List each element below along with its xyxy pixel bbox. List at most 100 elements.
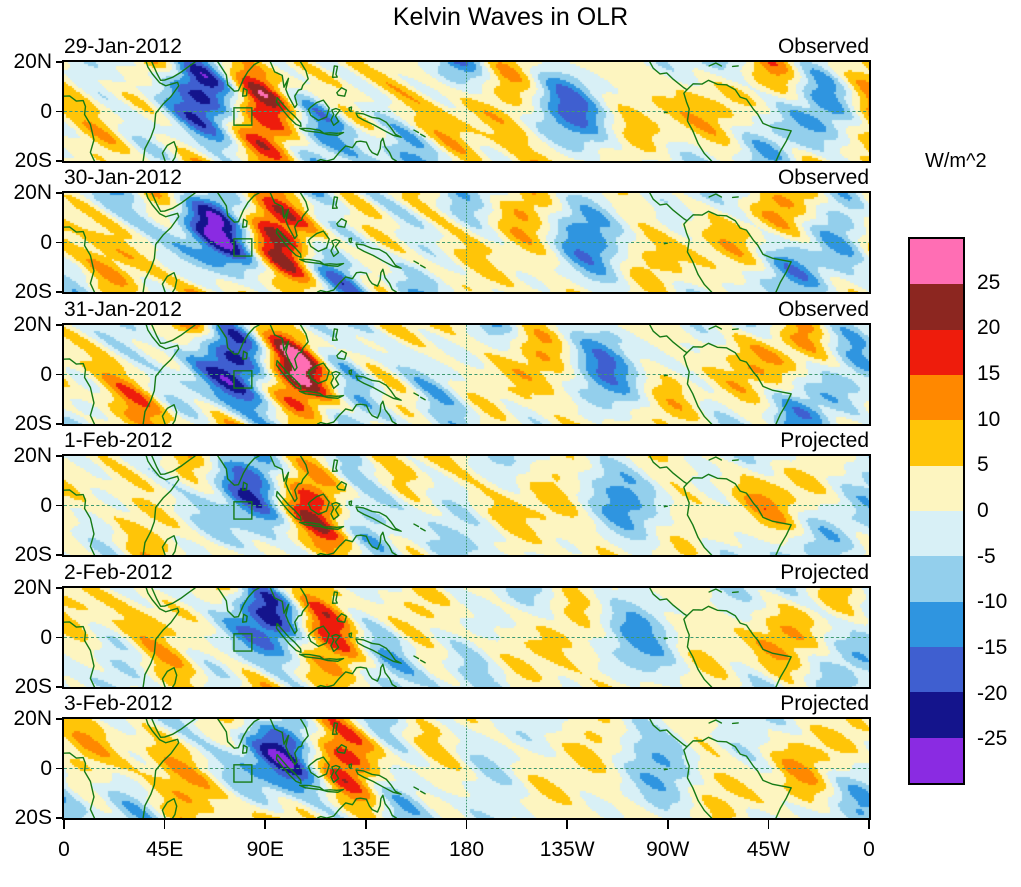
panel-type-label: Observed (777, 166, 869, 189)
coastline (162, 142, 176, 161)
coastline (333, 723, 338, 734)
map-overlay-svg (64, 719, 869, 818)
panel-header: 31-Jan-2012 Observed (64, 296, 869, 323)
panel-date-label: 2-Feb-2012 (64, 561, 173, 584)
coastline (318, 664, 397, 687)
coastline (414, 261, 418, 263)
coastline (337, 745, 347, 753)
x-tick-mark (163, 820, 166, 829)
coastline (356, 770, 401, 794)
coastline (709, 720, 721, 723)
colorbar-tick-label: 5 (977, 453, 989, 477)
coastline (421, 134, 425, 136)
coastline (143, 193, 179, 292)
coastline (64, 622, 94, 687)
y-tick-mark (56, 291, 64, 293)
coastline (414, 130, 418, 132)
coastline (143, 719, 179, 818)
y-tick-mark (56, 160, 64, 162)
x-tick-mark (465, 820, 468, 829)
y-tick-mark (56, 241, 64, 244)
coastline (300, 654, 344, 661)
olr-map-panel-2 (62, 191, 871, 294)
coastline (152, 588, 195, 606)
colorbar-band (910, 420, 963, 466)
y-axis-tick-label: 20N (13, 444, 52, 467)
coastline (331, 372, 340, 389)
y-axis-tick-label: 0 (40, 756, 52, 780)
coastline (337, 219, 347, 227)
colorbar-band (910, 329, 963, 375)
coastline (650, 62, 712, 161)
olr-map-panel-5 (62, 586, 871, 689)
coastline (152, 193, 195, 211)
colorbar-tick-label: 0 (977, 499, 989, 522)
coastline (64, 753, 94, 818)
colorbar-band (910, 692, 963, 738)
map-overlay-svg (64, 325, 869, 424)
roi-box (234, 502, 252, 519)
map-overlay-svg (64, 588, 869, 687)
y-axis-tick-label: 20S (14, 412, 52, 435)
coastline (349, 764, 351, 768)
coastline (243, 219, 247, 227)
y-tick-mark (56, 587, 64, 589)
y-tick-mark (56, 636, 64, 639)
coastline (64, 96, 94, 161)
coastline (318, 138, 397, 161)
coastline (162, 799, 176, 818)
y-tick-mark (56, 423, 64, 425)
coastline (687, 343, 791, 424)
coastline (270, 325, 308, 371)
coastline (162, 668, 176, 687)
roi-box (234, 239, 252, 256)
coastline (337, 614, 347, 622)
coastline (356, 244, 401, 268)
coastline (356, 507, 401, 531)
coastline (243, 614, 247, 622)
y-axis-tick-label: 0 (40, 625, 52, 649)
figure-title: Kelvin Waves in OLR (392, 3, 629, 31)
coastline (650, 193, 712, 292)
colorbar-band (910, 465, 963, 511)
y-tick-mark (56, 686, 64, 688)
coastline (308, 231, 329, 251)
coastline (709, 457, 721, 460)
coastline (270, 456, 308, 502)
coastline (331, 635, 340, 652)
coastline (64, 490, 94, 555)
coastline (333, 460, 338, 471)
roi-box (234, 634, 252, 651)
coastline (218, 719, 259, 748)
x-tick-mark (566, 820, 568, 829)
coastline (276, 98, 301, 127)
y-axis-tick-label: 20N (13, 576, 52, 599)
colorbar-tick-label: 15 (977, 362, 1001, 385)
y-tick-mark (56, 817, 64, 819)
coastline (414, 787, 418, 789)
coastline (337, 88, 347, 96)
y-tick-mark (56, 110, 64, 113)
coastline (218, 456, 259, 485)
y-axis-tick-label: 20N (13, 50, 52, 73)
coastline (152, 719, 195, 737)
coastline (356, 113, 401, 137)
coastline (64, 359, 94, 424)
coastline (143, 325, 179, 424)
coastline (687, 606, 791, 687)
coastline (276, 361, 301, 390)
y-axis-tick-label: 0 (40, 493, 52, 517)
coastline (421, 791, 425, 793)
coastline (650, 456, 712, 555)
roi-box (234, 108, 252, 125)
colorbar-band (910, 374, 963, 421)
y-axis-tick-label: 20N (13, 707, 52, 730)
coastline (243, 351, 247, 359)
colorbar-tick-label: -25 (977, 727, 1008, 751)
panel-date-label: 29-Jan-2012 (64, 35, 182, 58)
y-axis-tick-label: 0 (40, 99, 52, 123)
colorbar-tick-label: 10 (977, 407, 1001, 431)
coastline (300, 522, 344, 529)
coastline (218, 62, 259, 91)
